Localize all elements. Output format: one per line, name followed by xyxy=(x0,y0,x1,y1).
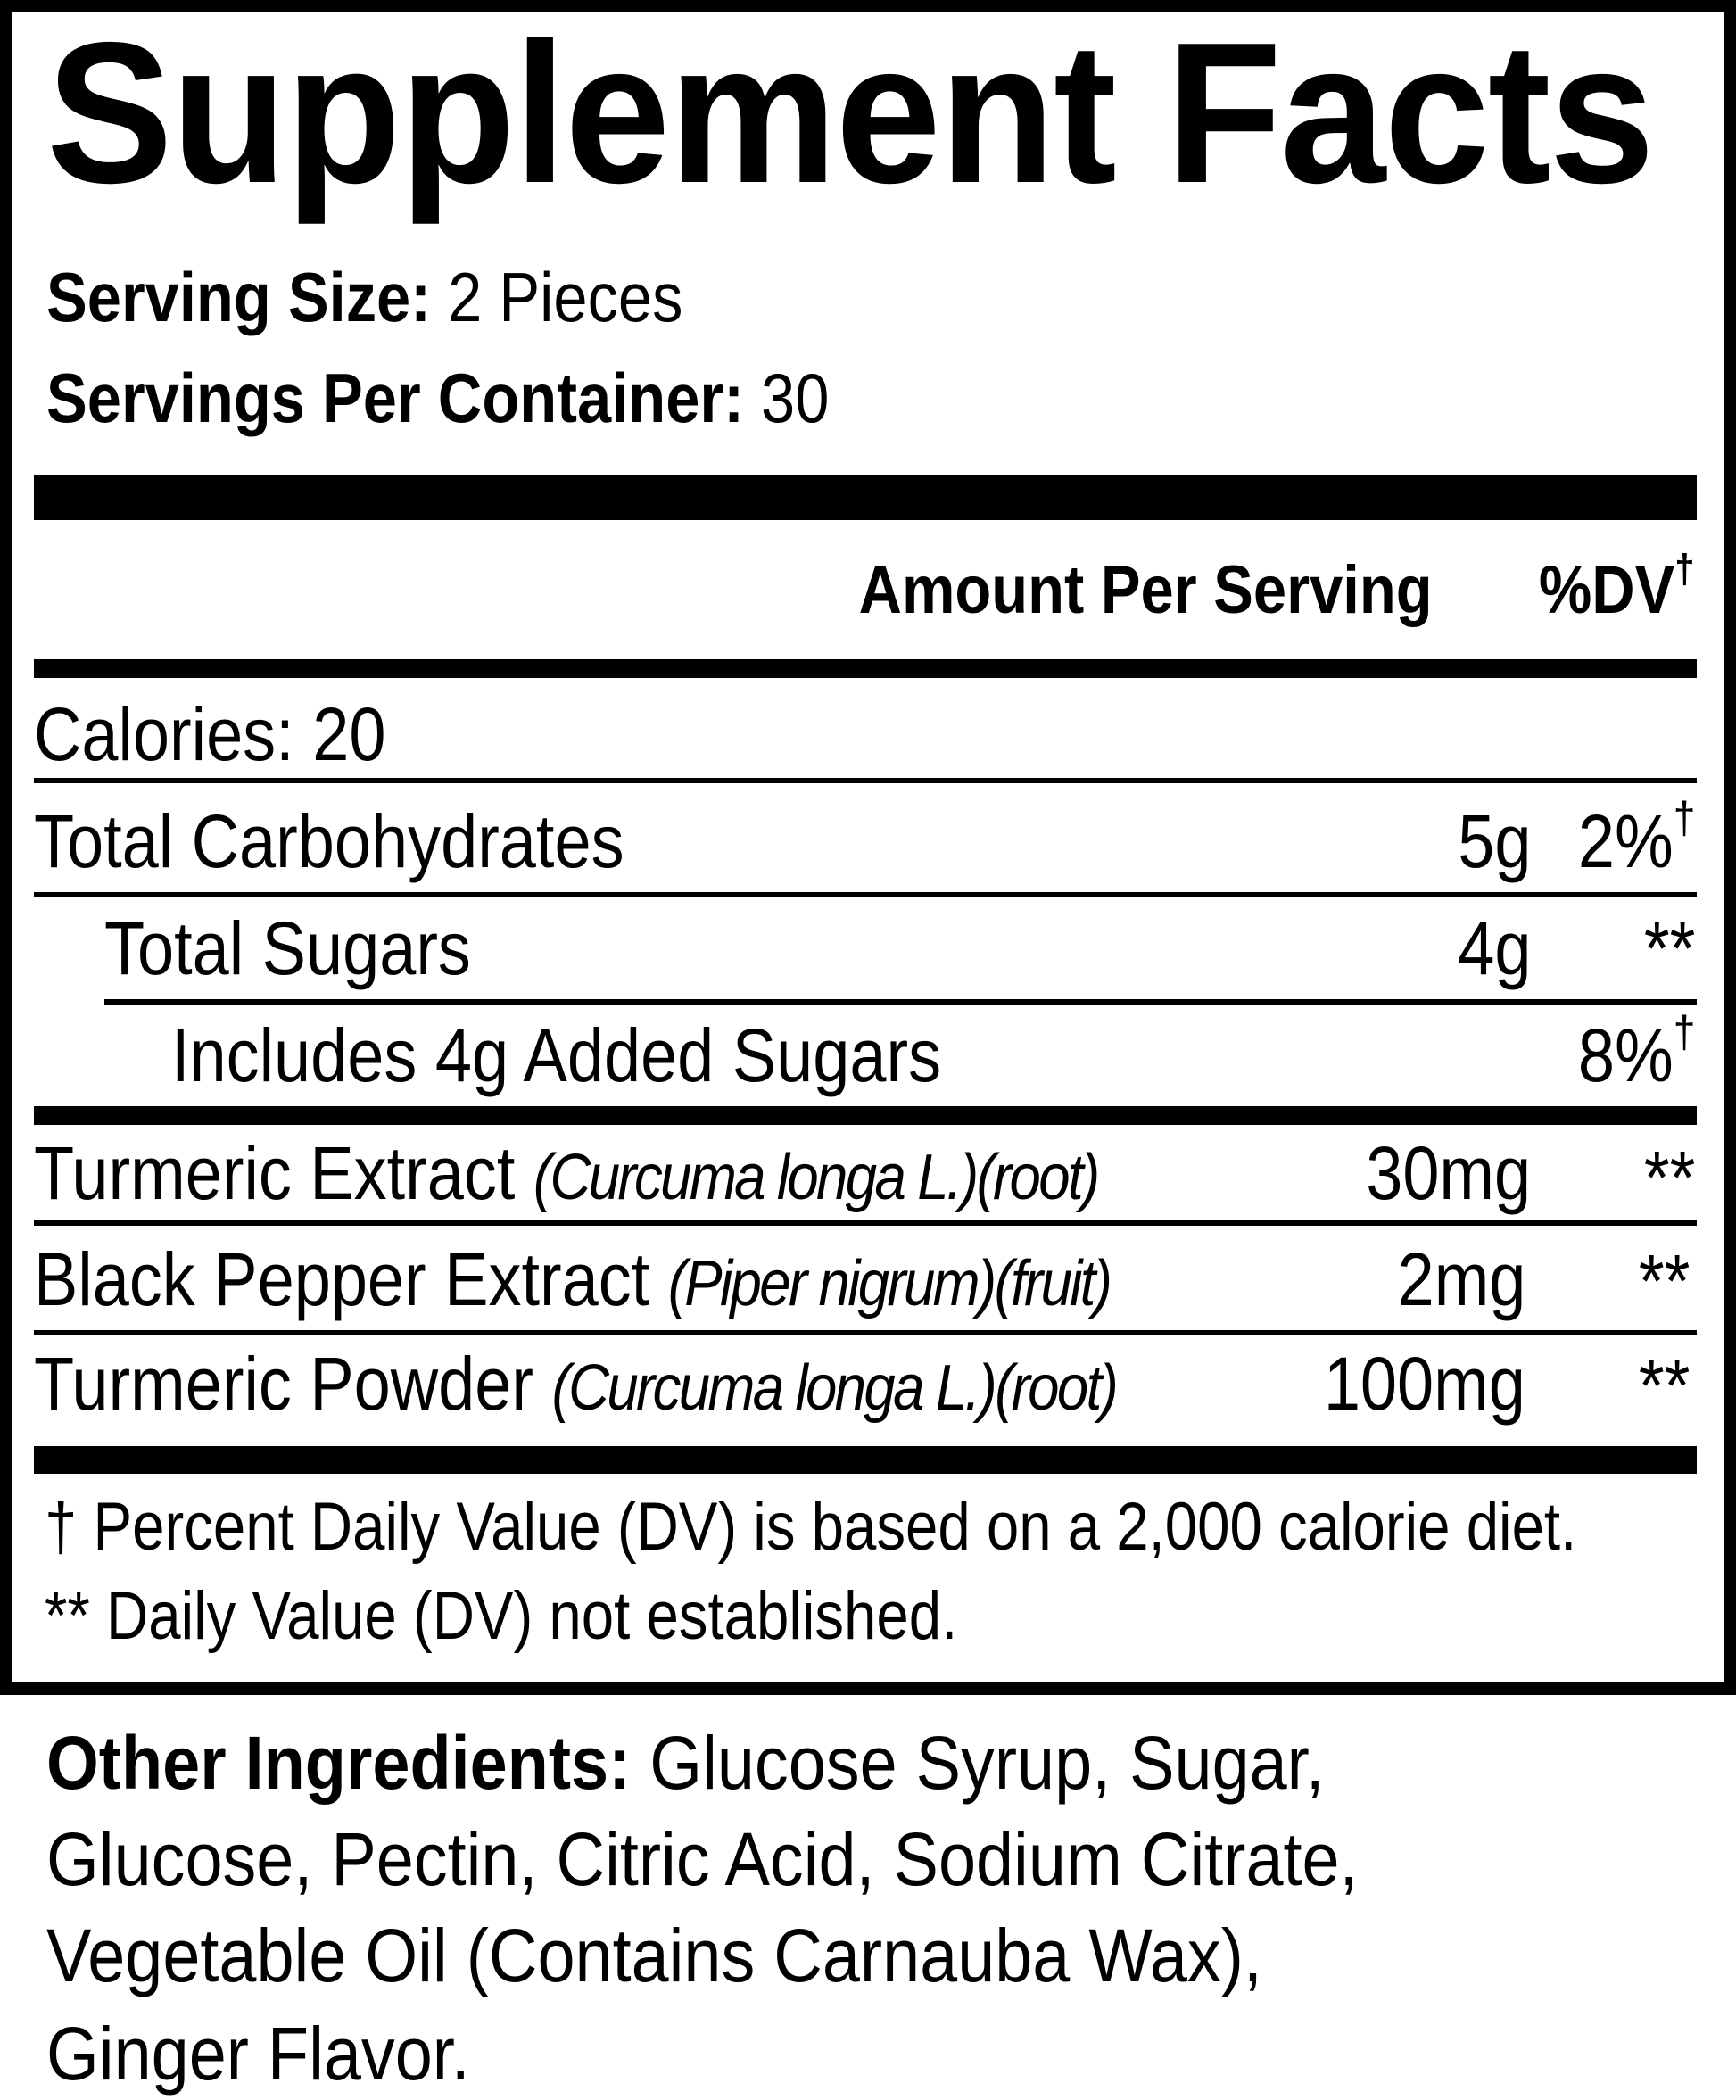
ingredient-name: Black Pepper Extract (Piper nigrum)(frui… xyxy=(34,1235,1257,1328)
serving-size-value: 2 Pieces xyxy=(448,258,683,336)
ingredient-source: (Curcuma longa L.)(root) xyxy=(551,1352,1119,1424)
dv-text: ** xyxy=(1643,1136,1695,1219)
amount-header-text: Amount Per Serving xyxy=(859,552,1433,628)
footnote-text: † Percent Daily Value (DV) is based on a… xyxy=(45,1489,1577,1565)
servings-per-container-value: 30 xyxy=(761,359,830,437)
ingredient-name-text: Black Pepper Extract xyxy=(34,1237,650,1321)
dagger-mark: † xyxy=(1673,1006,1695,1058)
other-ingredients-text: Glucose Syrup, Sugar, xyxy=(649,1721,1325,1805)
thin-divider xyxy=(34,1220,1697,1226)
other-ingredients-line: Glucose, Pectin, Citric Acid, Sodium Cit… xyxy=(46,1811,1504,1907)
nutrient-dv: ** xyxy=(1637,904,1695,993)
servings-per-container: Servings Per Container: 30 xyxy=(46,358,936,438)
nutrient-name: Total Sugars xyxy=(104,904,521,993)
other-ingredients-text: Ginger Flavor. xyxy=(46,2012,470,2096)
thin-divider xyxy=(34,1330,1697,1335)
dv-text: ** xyxy=(1638,1239,1690,1323)
other-ingredients-line: Vegetable Oil (Contains Carnauba Wax), xyxy=(46,1907,1397,2004)
nutrient-name: Includes 4g Added Sugars xyxy=(171,1011,1046,1100)
ingredient-name-text: Turmeric Extract xyxy=(34,1131,516,1215)
amount-text: 2mg xyxy=(1397,1237,1525,1321)
ingredient-name: Turmeric Extract (Curcuma longa L.)(root… xyxy=(34,1129,1243,1222)
servings-per-container-label: Servings Per Container: xyxy=(46,359,744,437)
dv-text: ** xyxy=(1643,906,1695,990)
footnote-dv-basis: † Percent Daily Value (DV) is based on a… xyxy=(45,1484,1736,1570)
thick-divider xyxy=(34,659,1697,678)
serving-size-label: Serving Size: xyxy=(46,258,432,336)
other-ingredients-label: Other Ingredients: xyxy=(46,1721,632,1805)
thick-divider xyxy=(34,475,1697,520)
nutrient-dv: 8%† xyxy=(1562,1010,1695,1100)
ingredient-source: (Piper nigrum)(fruit) xyxy=(667,1248,1112,1319)
ingredient-amount: 100mg xyxy=(1296,1339,1525,1428)
nutrient-name-text: Total Carbohydrates xyxy=(34,799,624,883)
ingredient-dv: ** xyxy=(1632,1341,1690,1430)
ingredient-name: Turmeric Powder (Curcuma longa L.)(root) xyxy=(34,1339,1264,1433)
dv-text: ** xyxy=(1638,1344,1690,1427)
thick-divider xyxy=(34,1106,1697,1125)
amount-text: 100mg xyxy=(1323,1342,1525,1426)
thin-divider xyxy=(104,999,1697,1005)
facts-panel-frame xyxy=(0,0,1736,1695)
serving-size: Serving Size: 2 Pieces xyxy=(46,257,770,337)
amount-per-serving-header: Amount Per Serving xyxy=(781,546,1433,635)
ingredient-amount: 2mg xyxy=(1380,1235,1525,1324)
calories-row: Calories: 20 xyxy=(34,690,434,779)
dv-text: 8% xyxy=(1577,1013,1674,1097)
nutrient-amount: 4g xyxy=(1448,904,1531,993)
title-text: Supplement Facts xyxy=(46,0,1655,225)
ingredient-name-text: Turmeric Powder xyxy=(34,1342,533,1426)
other-ingredients-text: Vegetable Oil (Contains Carnauba Wax), xyxy=(46,1914,1262,1997)
other-ingredients-line: Ginger Flavor. xyxy=(46,2005,517,2100)
ingredient-dv: ** xyxy=(1637,1133,1695,1222)
dv-text: 2% xyxy=(1577,799,1674,883)
amount-text: 4g xyxy=(1457,906,1531,990)
ingredient-dv: ** xyxy=(1632,1236,1690,1326)
nutrient-name-text: Total Sugars xyxy=(104,906,471,990)
amount-text: 30mg xyxy=(1366,1131,1531,1215)
thick-divider xyxy=(34,1446,1697,1474)
dagger-mark: † xyxy=(1673,792,1695,844)
other-ingredients-line: Other Ingredients: Glucose Syrup, Sugar, xyxy=(46,1715,1467,1811)
dv-header-dagger: † xyxy=(1674,545,1695,591)
nutrient-amount: 5g xyxy=(1448,797,1531,886)
dv-header-text: %DV xyxy=(1539,552,1675,628)
nutrient-dv: 2%† xyxy=(1562,796,1695,886)
other-ingredients-text: Glucose, Pectin, Citric Acid, Sodium Cit… xyxy=(46,1817,1359,1901)
footnote-text: ** Daily Value (DV) not established. xyxy=(45,1578,958,1654)
ingredient-source: (Curcuma longa L.)(root) xyxy=(533,1142,1100,1213)
thin-divider xyxy=(34,778,1697,783)
nutrient-name: Total Carbohydrates xyxy=(34,797,705,886)
thin-divider xyxy=(34,892,1697,897)
footnote-dv-not-established: ** Daily Value (DV) not established. xyxy=(45,1574,1106,1659)
panel-title: Supplement Facts xyxy=(46,12,1736,213)
ingredient-amount: 30mg xyxy=(1343,1129,1531,1218)
dv-header: %DV† xyxy=(1517,546,1695,635)
calories-text: Calories: 20 xyxy=(34,692,386,776)
nutrient-name-text: Includes 4g Added Sugars xyxy=(171,1013,942,1097)
amount-text: 5g xyxy=(1457,799,1531,883)
